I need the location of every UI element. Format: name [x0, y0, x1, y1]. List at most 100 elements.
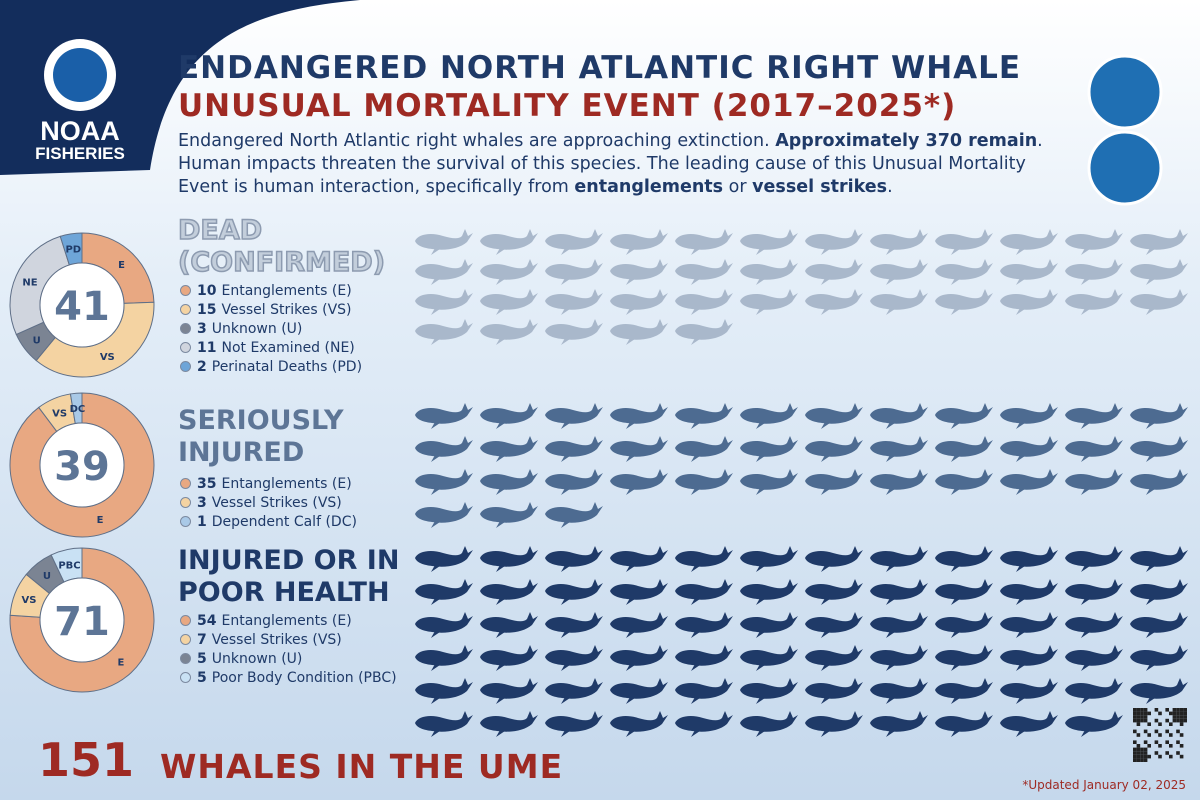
qr-cell	[1176, 729, 1180, 734]
whale-icon	[1130, 289, 1188, 315]
section-title-line: POOR HEALTH	[178, 577, 390, 608]
legend-item: 3 Unknown (U)	[180, 319, 362, 338]
whale-icon	[1130, 259, 1188, 285]
legend-dot	[180, 285, 191, 296]
legend-label: Entanglements (E)	[221, 475, 352, 492]
whale-icon	[675, 319, 733, 345]
whale-icon	[610, 403, 668, 429]
whale-icon	[415, 469, 473, 495]
whale-icon	[805, 612, 863, 638]
logo: NOAA FISHERIES	[30, 118, 130, 164]
legend-count: 5	[197, 650, 207, 667]
whale-icon	[1065, 403, 1123, 429]
qr-cell	[1172, 715, 1177, 719]
whale-icon	[415, 645, 473, 671]
whale-icon	[545, 711, 603, 737]
whale-icon	[545, 678, 603, 704]
whale-icon	[1000, 579, 1058, 605]
qr-cell	[1147, 733, 1151, 737]
intro-segment: Endangered North Atlantic right whales a…	[178, 131, 776, 151]
whale-icon	[740, 612, 798, 638]
qr-cell	[1165, 740, 1169, 744]
whale-icon	[675, 678, 733, 704]
whale-icon	[1065, 678, 1123, 704]
whale-icon	[1065, 289, 1123, 315]
qr-cell	[1179, 722, 1184, 726]
whale-icon	[1000, 546, 1058, 572]
legend-count: 35	[197, 475, 217, 492]
whale-icon	[675, 229, 733, 255]
whale-icon	[480, 711, 538, 737]
whale-icon	[870, 645, 928, 671]
qr-cell	[1140, 715, 1144, 719]
qr-cell	[1140, 708, 1144, 712]
whale-icon	[1000, 678, 1058, 704]
qr-cell	[1179, 733, 1184, 737]
qr-cell	[1143, 718, 1148, 723]
qr-cell	[1169, 744, 1173, 748]
intro: Endangered North Atlantic right whales a…	[178, 130, 1058, 199]
qr-cell	[1165, 708, 1169, 712]
slice-label: E	[97, 515, 104, 526]
whale-icon	[610, 645, 668, 671]
qr-cell	[1183, 715, 1187, 719]
logo-name: NOAA	[40, 116, 120, 146]
qr-cell	[1136, 711, 1141, 716]
qr-cell	[1143, 740, 1148, 744]
qr-cell	[1147, 711, 1151, 716]
whale-icon	[740, 403, 798, 429]
whale-icon	[480, 259, 538, 285]
whale-icon	[545, 469, 603, 495]
noaa-emblem-inner	[53, 48, 107, 102]
whale-icon	[805, 259, 863, 285]
qr-cell	[1133, 747, 1137, 752]
legend-label: Not Examined (NE)	[221, 339, 355, 356]
whale-icon	[675, 259, 733, 285]
section-title-line: INJURED	[178, 437, 305, 468]
whale-icon	[805, 469, 863, 495]
whale-icon	[480, 229, 538, 255]
intro-segment: . Human impacts threaten the survival of…	[178, 131, 1043, 197]
whale-icon	[415, 229, 473, 255]
qr-cell	[1176, 708, 1180, 712]
qr-cell	[1133, 708, 1137, 712]
whale-icon	[1000, 612, 1058, 638]
legend-count: 3	[197, 494, 207, 511]
whale-icon	[675, 711, 733, 737]
qr-cell	[1140, 758, 1144, 762]
qr-cell	[1183, 718, 1187, 723]
whale-icon	[480, 436, 538, 462]
section-legend: 10 Entanglements (E) 15 Vessel Strikes (VS)…	[180, 281, 362, 376]
qr-cell	[1172, 708, 1177, 712]
legend-item: 5 Unknown (U)	[180, 649, 397, 668]
whale-icon	[545, 259, 603, 285]
qr-cell	[1136, 708, 1141, 712]
whale-icon	[545, 645, 603, 671]
legend-label: Vessel Strikes (VS)	[211, 631, 342, 648]
whale-icon	[480, 612, 538, 638]
qr-cell	[1154, 740, 1159, 744]
whale-icon	[1000, 711, 1058, 737]
whale-icon	[935, 259, 993, 285]
qr-cell	[1133, 729, 1137, 734]
section-title-line: (CONFIRMED)	[177, 246, 386, 279]
whale-icon	[1130, 579, 1188, 605]
whale-icon	[870, 546, 928, 572]
legend-dot	[180, 323, 191, 334]
whale-icon	[935, 289, 993, 315]
qr-cell	[1143, 708, 1148, 712]
qr-cell	[1143, 751, 1148, 755]
whale-icon	[675, 289, 733, 315]
whale-icon	[1065, 436, 1123, 462]
whale-icon	[545, 319, 603, 345]
qr-cell	[1183, 708, 1187, 712]
whale-icon	[870, 403, 928, 429]
qr-cell	[1133, 751, 1137, 755]
whale-icon	[610, 612, 668, 638]
whale-icon	[415, 319, 473, 345]
whale-icon	[740, 436, 798, 462]
whale-icon	[610, 436, 668, 462]
qr-cell	[1147, 754, 1151, 759]
whale-icon	[740, 469, 798, 495]
